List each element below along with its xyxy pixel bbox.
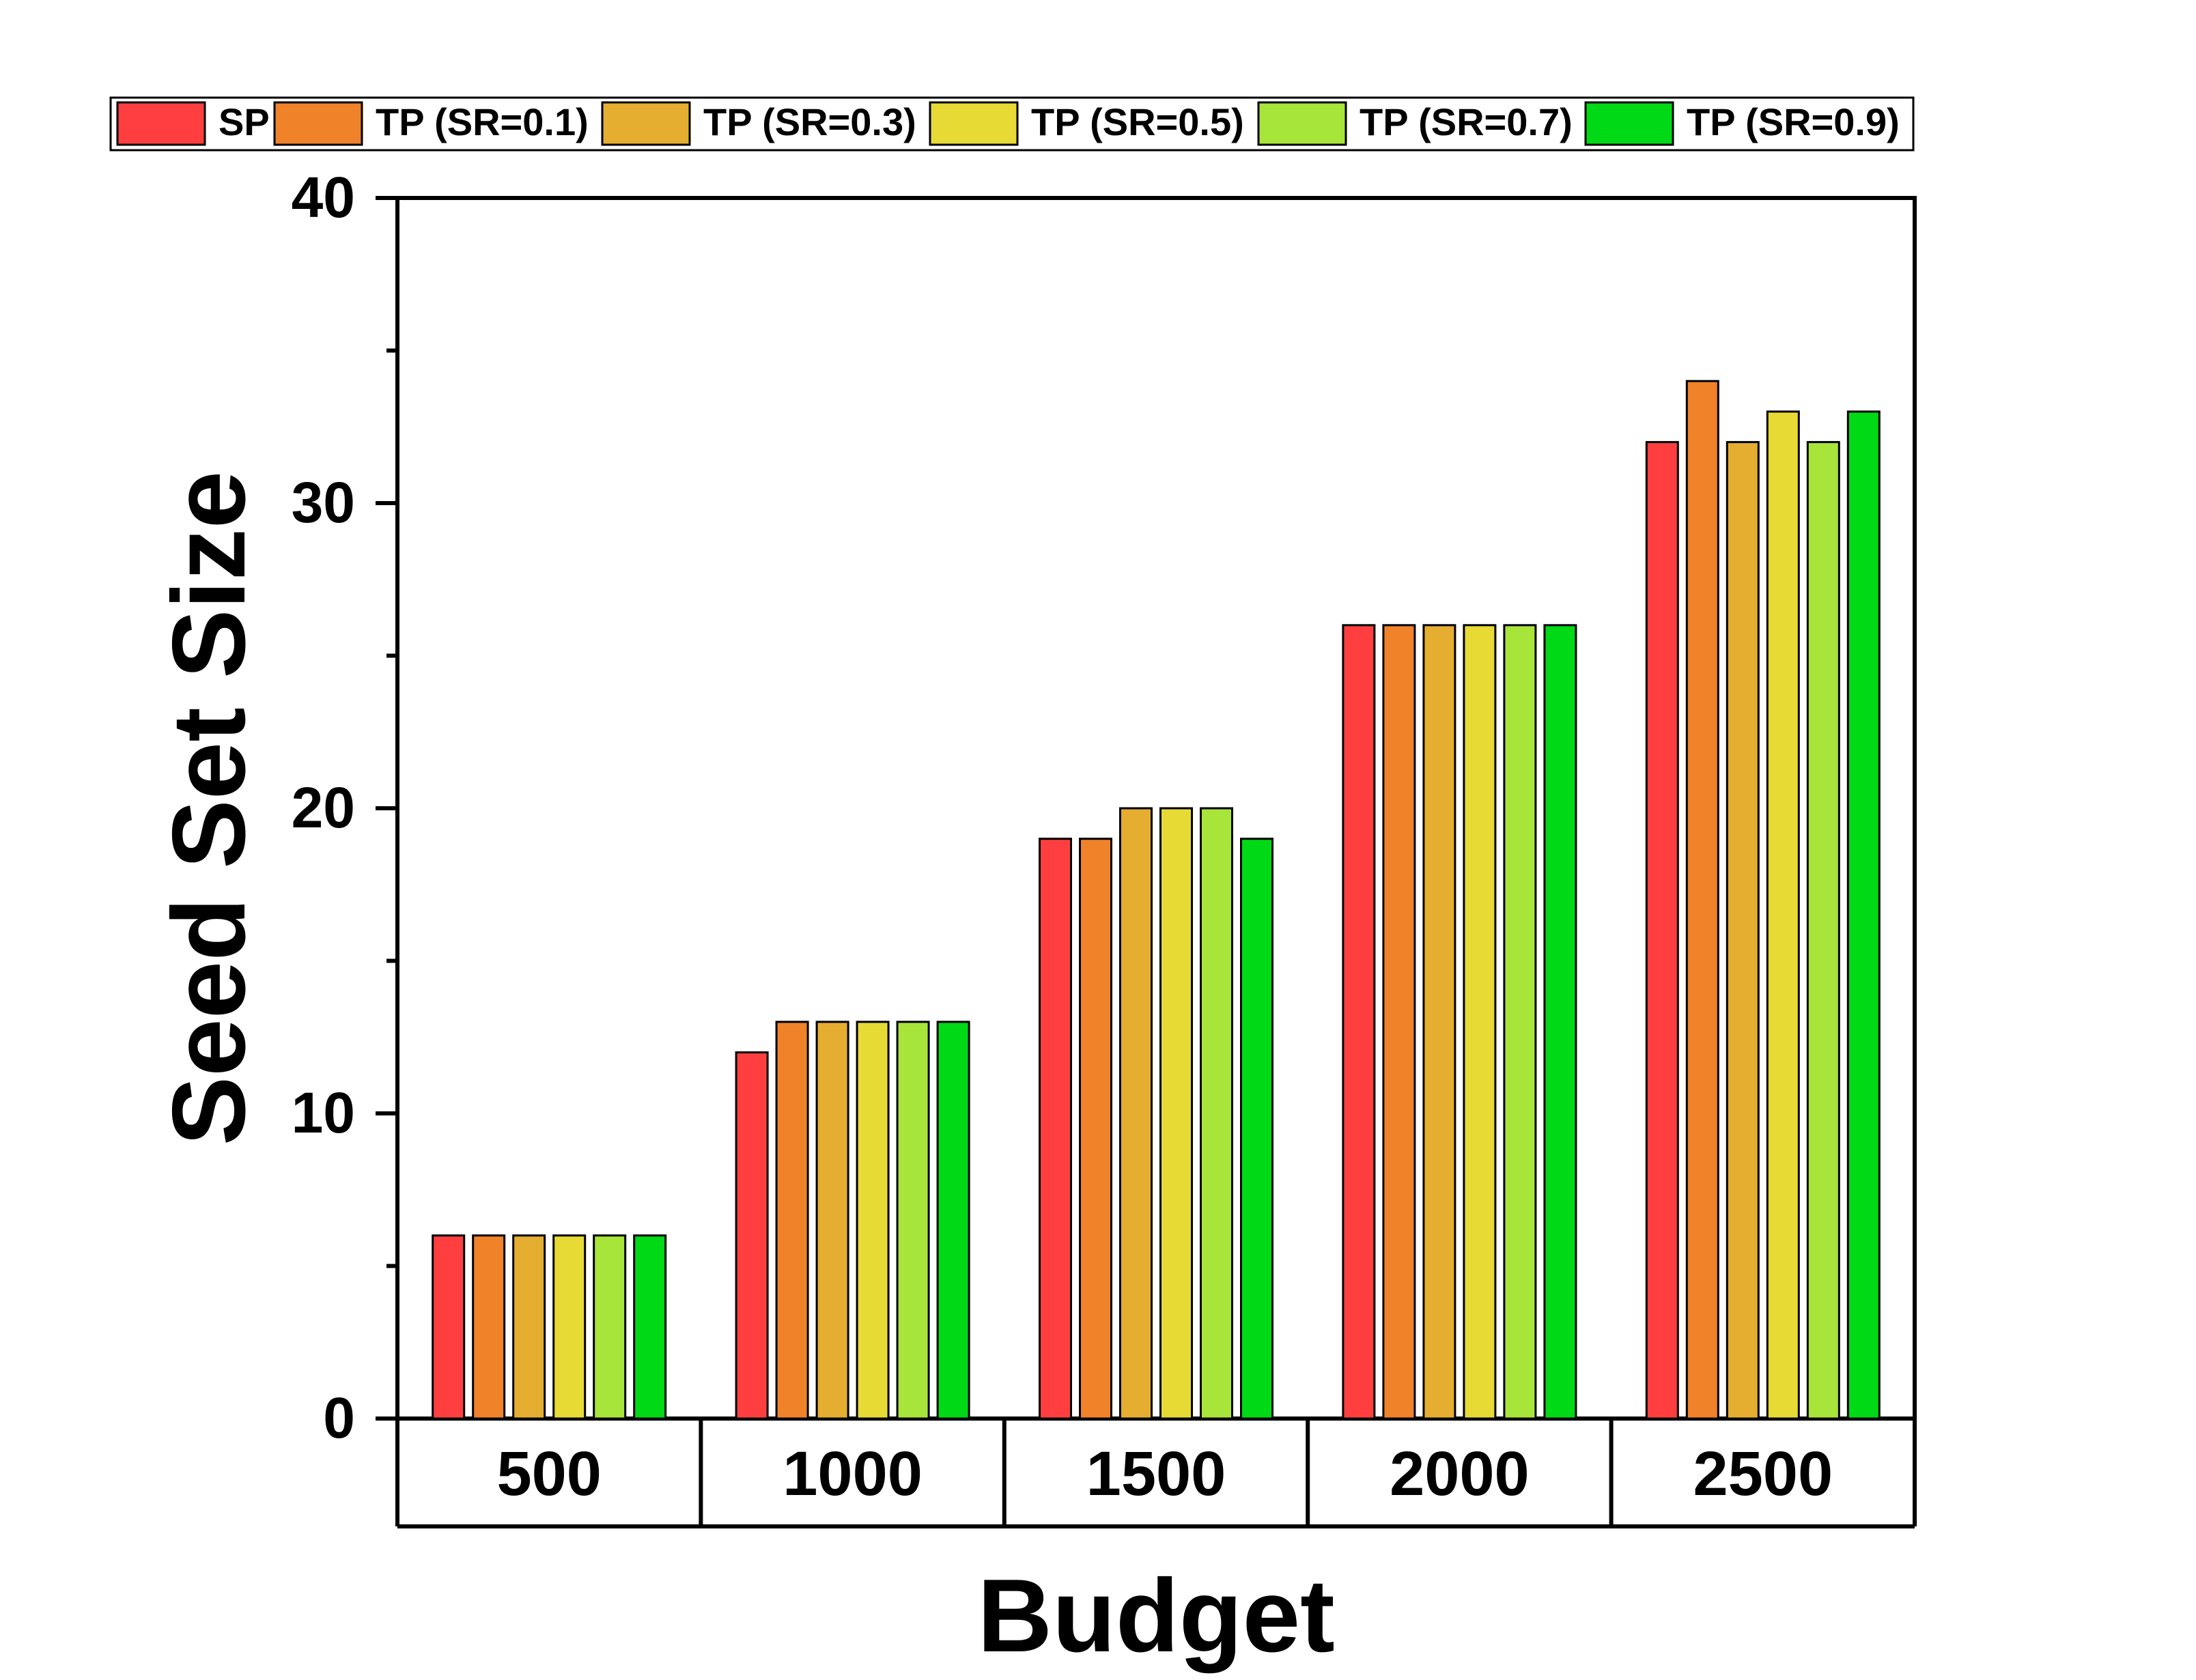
bar [735,1051,769,1420]
bar [815,1021,849,1420]
x-axis [395,1419,1917,1528]
bar [1240,838,1273,1420]
bar [633,1234,667,1420]
category-table: 500 1000 1500 2000 2500 [496,1419,1833,1526]
legend: SP TP (SR=0.1) TP (SR=0.3) TP (SR=0.5) TP (S… [116,100,1900,146]
y-tick-label: 40 [292,165,355,229]
legend-label: TP (SR=0.7) [1360,100,1573,143]
bar [593,1234,627,1420]
bar [1543,624,1577,1420]
legend-label: SP [219,100,270,143]
bar [1342,624,1376,1420]
x-tick-label: 1000 [783,1439,923,1509]
y-tick-label: 30 [292,470,355,535]
bar [552,1234,587,1420]
x-tick-label: 2000 [1390,1439,1530,1509]
x-tick-label: 500 [496,1439,602,1509]
bar [1503,624,1537,1420]
bar [1726,441,1760,1420]
bar [1846,410,1881,1420]
bar [1119,807,1153,1420]
bar [432,1234,466,1420]
y-tick-label: 0 [323,1386,355,1450]
y-tick-label: 20 [292,775,355,840]
bar [1039,838,1072,1420]
bar [1766,410,1800,1420]
bar [856,1021,890,1420]
y-axis: 0 10 20 30 40 [292,165,397,1450]
legend-label: TP (SR=0.9) [1687,100,1900,143]
x-tick-label: 1500 [1086,1439,1226,1509]
legend-label: TP (SR=0.1) [376,100,589,143]
bars [432,380,1881,1420]
bar [1382,624,1416,1420]
bar [1806,441,1840,1420]
bar [896,1021,930,1420]
legend-label: TP (SR=0.5) [1031,100,1244,143]
y-axis-label: Seed Set Size [151,471,267,1145]
bar [775,1021,809,1420]
legend-swatch [273,101,363,146]
bar [1685,380,1719,1420]
bar [1463,624,1497,1420]
bar [936,1021,970,1420]
bar [1645,441,1679,1420]
bar [1200,807,1233,1420]
x-tick-label: 2500 [1693,1439,1833,1509]
bar [1159,807,1193,1420]
legend-swatch [1257,101,1347,146]
legend-label: TP (SR=0.3) [703,100,916,143]
legend-swatch [1584,101,1674,146]
legend-swatch [601,101,691,146]
bar [1422,624,1456,1420]
legend-swatch [116,101,206,146]
legend-swatch [929,101,1019,146]
bar [512,1234,546,1420]
y-tick-label: 10 [292,1081,355,1145]
x-axis-label: Budget [977,1558,1334,1674]
bar [472,1234,506,1420]
bar [1079,838,1112,1420]
